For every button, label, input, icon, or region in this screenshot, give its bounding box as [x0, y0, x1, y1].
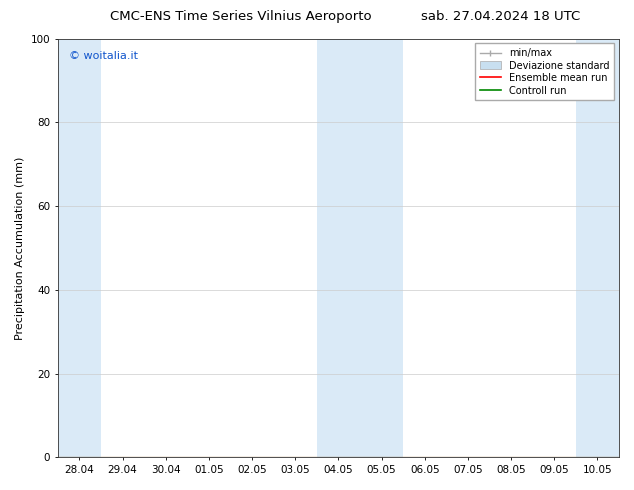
Text: sab. 27.04.2024 18 UTC: sab. 27.04.2024 18 UTC	[421, 10, 581, 23]
Text: CMC-ENS Time Series Vilnius Aeroporto: CMC-ENS Time Series Vilnius Aeroporto	[110, 10, 372, 23]
Text: © woitalia.it: © woitalia.it	[69, 51, 138, 61]
Legend: min/max, Deviazione standard, Ensemble mean run, Controll run: min/max, Deviazione standard, Ensemble m…	[475, 44, 614, 100]
Bar	[58, 39, 101, 457]
Y-axis label: Precipitation Accumulation (mm): Precipitation Accumulation (mm)	[15, 156, 25, 340]
Bar	[576, 39, 619, 457]
Bar	[317, 39, 403, 457]
